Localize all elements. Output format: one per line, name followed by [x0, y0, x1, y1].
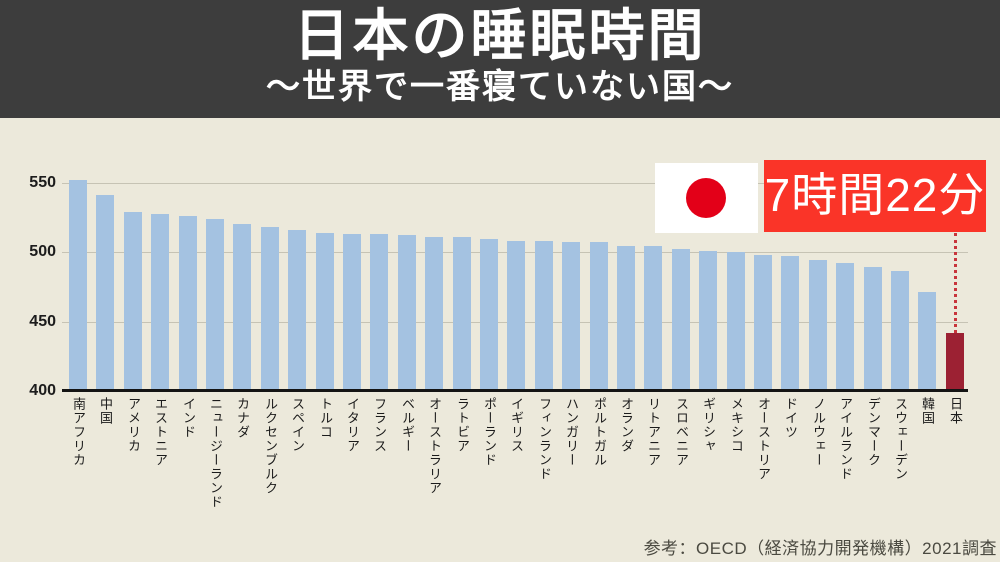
bar-ギリシャ	[699, 251, 717, 391]
bar-スウェーデン	[891, 271, 909, 391]
bar-フィンランド	[535, 241, 553, 391]
bar-オーストリア	[754, 255, 772, 391]
ytick-label-550: 550	[29, 174, 56, 191]
xtick-label-ポルトガル: ポルトガル	[592, 397, 607, 467]
bar-オーストラリア	[425, 237, 443, 391]
bar-中国	[96, 195, 114, 391]
xtick-label-スウェーデン: スウェーデン	[893, 397, 908, 481]
xtick-label-オーストリア: オーストリア	[756, 397, 771, 481]
xtick-label-スロベニア: スロベニア	[674, 397, 689, 467]
xtick-label-南アフリカ: 南アフリカ	[71, 397, 86, 467]
xtick-label-エストニア: エストニア	[153, 397, 168, 467]
ytick-label-400: 400	[29, 382, 56, 399]
xtick-label-オーストラリア: オーストラリア	[427, 397, 442, 495]
xtick-label-スペイン: スペイン	[290, 397, 305, 453]
xtick-label-ハンガリー: ハンガリー	[564, 397, 579, 467]
ytick-label-450: 450	[29, 313, 56, 330]
xtick-label-イギリス: イギリス	[509, 397, 524, 453]
xtick-label-リトアニア: リトアニア	[646, 397, 661, 467]
source-note: 参考：OECD（経済協力開発機構）2021調査	[643, 539, 997, 558]
xtick-label-ルクセンブルク: ルクセンブルク	[263, 397, 278, 495]
xtick-label-日本: 日本	[948, 397, 963, 425]
xtick-label-フランス: フランス	[372, 397, 387, 453]
bar-フランス	[370, 234, 388, 391]
bar-韓国	[918, 292, 936, 391]
bar-トルコ	[316, 233, 334, 391]
page-subtitle: 〜世界で一番寝ていない国〜	[266, 68, 734, 106]
bar-ポーランド	[480, 239, 498, 391]
bar-リトアニア	[644, 246, 662, 391]
bar-オランダ	[617, 246, 635, 391]
xtick-label-韓国: 韓国	[920, 397, 935, 425]
bar-日本	[946, 333, 964, 391]
xtick-label-カナダ: カナダ	[235, 397, 250, 439]
x-axis-line	[62, 389, 968, 392]
xtick-label-アメリカ: アメリカ	[126, 397, 141, 453]
xtick-label-ポーランド: ポーランド	[482, 397, 497, 467]
bar-メキシコ	[727, 252, 745, 391]
xtick-label-フィンランド: フィンランド	[537, 397, 552, 481]
xtick-label-オランダ: オランダ	[619, 397, 634, 453]
bar-ポルトガル	[590, 242, 608, 391]
bar-南アフリカ	[69, 180, 87, 391]
xtick-label-インド: インド	[181, 397, 196, 439]
flag-red-circle-icon	[686, 178, 726, 218]
bar-ドイツ	[781, 256, 799, 391]
bar-インド	[179, 216, 197, 391]
xtick-label-中国: 中国	[98, 397, 113, 425]
xtick-label-メキシコ: メキシコ	[729, 397, 744, 453]
header-banner: 日本の睡眠時間 〜世界で一番寝ていない国〜	[0, 0, 1000, 118]
value-callout: 7時間22分	[764, 160, 986, 232]
xtick-label-ギリシャ: ギリシャ	[701, 397, 716, 453]
xtick-label-アイルランド: アイルランド	[838, 397, 853, 481]
xtick-label-ラトビア: ラトビア	[455, 397, 470, 453]
japan-flag	[655, 163, 758, 233]
callout-connector-line	[954, 233, 957, 333]
bar-ニュージーランド	[206, 219, 224, 391]
bar-ルクセンブルク	[261, 227, 279, 391]
xtick-label-ドイツ: ドイツ	[783, 397, 798, 439]
xtick-label-ノルウェー: ノルウェー	[811, 397, 826, 467]
xtick-label-トルコ: トルコ	[318, 397, 333, 439]
bar-イギリス	[507, 241, 525, 391]
bar-エストニア	[151, 214, 169, 391]
ytick-label-500: 500	[29, 243, 56, 260]
xtick-label-イタリア: イタリア	[345, 397, 360, 453]
bar-カナダ	[233, 224, 251, 391]
bar-イタリア	[343, 234, 361, 391]
bar-アイルランド	[836, 263, 854, 391]
bar-スペイン	[288, 230, 306, 391]
bar-ハンガリー	[562, 242, 580, 391]
gridline-550	[62, 183, 968, 184]
bar-スロベニア	[672, 249, 690, 391]
bar-ベルギー	[398, 235, 416, 391]
bar-デンマーク	[864, 267, 882, 391]
bar-アメリカ	[124, 212, 142, 391]
xtick-label-デンマーク: デンマーク	[866, 397, 881, 467]
bar-ノルウェー	[809, 260, 827, 391]
xtick-label-ベルギー: ベルギー	[400, 397, 415, 453]
page-title: 日本の睡眠時間	[293, 4, 707, 67]
xtick-label-ニュージーランド: ニュージーランド	[208, 397, 223, 509]
bar-ラトビア	[453, 237, 471, 391]
